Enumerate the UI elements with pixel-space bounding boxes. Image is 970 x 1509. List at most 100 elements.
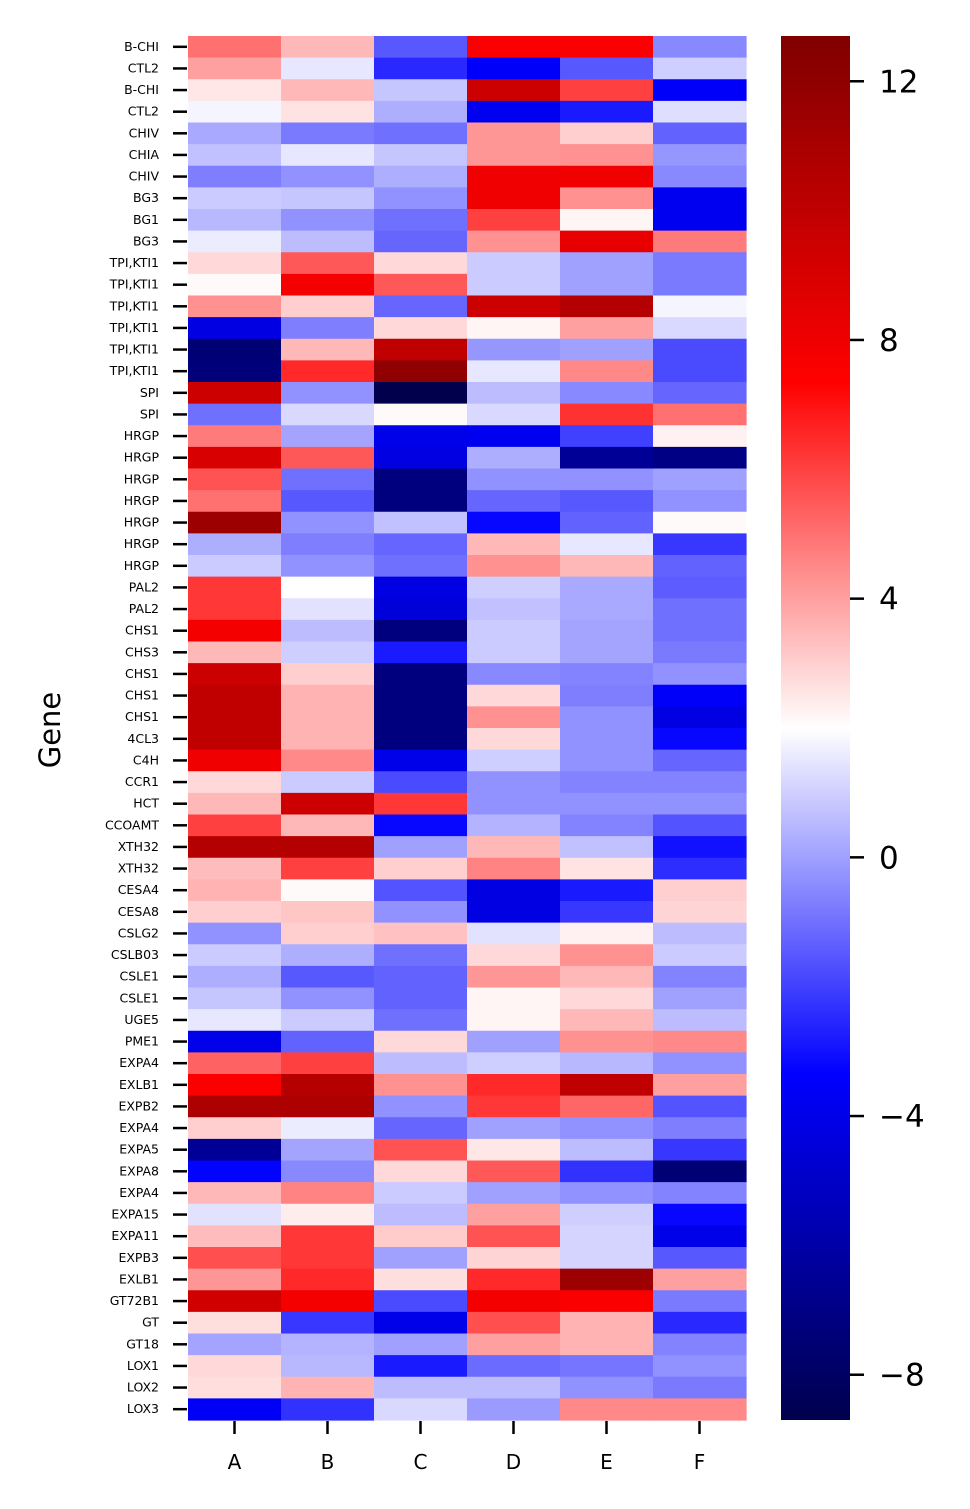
heatmap-cell [560, 165, 654, 188]
row-label: EXPA15 [111, 1207, 159, 1222]
row-label: CHS3 [125, 644, 159, 659]
heatmap-cell [467, 728, 561, 751]
heatmap-cell [467, 814, 561, 837]
row-label: HRGP [124, 428, 160, 443]
heatmap-cell [188, 382, 282, 405]
row-label: HRGP [124, 471, 160, 486]
row-label: C4H [133, 752, 159, 767]
heatmap-cell [653, 987, 747, 1010]
heatmap-cell [188, 1247, 282, 1270]
heatmap-cell [188, 533, 282, 556]
heatmap-cell [374, 728, 468, 751]
heatmap-cell [374, 1009, 468, 1032]
heatmap-cell [281, 598, 375, 621]
heatmap-cell [560, 533, 654, 556]
heatmap-cell [467, 1160, 561, 1183]
heatmap-cell [653, 814, 747, 837]
row-label: GT72B1 [110, 1293, 159, 1308]
heatmap-cell [467, 1182, 561, 1205]
heatmap-cell [467, 555, 561, 578]
heatmap-cell [188, 663, 282, 686]
row-label: LOX1 [127, 1358, 159, 1373]
row-label: HRGP [124, 450, 160, 465]
heatmap-cell [188, 1182, 282, 1205]
heatmap-cell [653, 446, 747, 470]
heatmap-cell [467, 187, 561, 210]
heatmap-cell [560, 187, 654, 210]
heatmap-cell [560, 252, 654, 275]
heatmap-cell [188, 555, 282, 578]
heatmap-cell [281, 273, 375, 297]
row-label: CHIV [129, 125, 160, 140]
heatmap-cell [653, 360, 747, 383]
heatmap-cell [560, 79, 654, 102]
heatmap-cell [281, 1290, 375, 1313]
heatmap-cell [374, 879, 468, 902]
row-label: TPI,KTI1 [109, 320, 159, 335]
heatmap-cell [281, 1030, 375, 1053]
heatmap-cell [560, 36, 654, 59]
heatmap-cell [281, 1009, 375, 1032]
heatmap-cell [188, 836, 282, 859]
heatmap-cell [467, 857, 561, 880]
heatmap-cell [560, 230, 654, 253]
heatmap-cell [467, 57, 561, 80]
heatmap-cell [374, 1203, 468, 1226]
heatmap-cell [281, 382, 375, 405]
heatmap-cell [653, 684, 747, 707]
heatmap-cell [560, 360, 654, 383]
heatmap-cell [281, 555, 375, 578]
heatmap-cell [467, 273, 561, 297]
row-label: GT [142, 1315, 159, 1330]
row-label: HRGP [124, 558, 160, 573]
heatmap-cell [188, 857, 282, 880]
heatmap-cell [653, 1268, 747, 1291]
heatmap-cell [281, 533, 375, 556]
heatmap-cell [653, 1095, 747, 1118]
heatmap-cells [188, 36, 747, 1421]
heatmap-cell [374, 1268, 468, 1291]
heatmap-cell [560, 338, 654, 361]
heatmap-cell [560, 814, 654, 837]
heatmap-cell [188, 987, 282, 1010]
row-label: XTH32 [118, 839, 159, 854]
heatmap-cell [467, 1138, 561, 1162]
heatmap-cell [281, 425, 375, 448]
heatmap-cell [467, 792, 561, 816]
heatmap-cell [374, 987, 468, 1010]
heatmap-cell [653, 1398, 747, 1421]
row-label: HRGP [124, 493, 160, 508]
heatmap-cell [281, 1311, 375, 1335]
heatmap-cell [560, 1311, 654, 1335]
heatmap-cell [281, 295, 375, 318]
heatmap-cell [374, 1138, 468, 1162]
heatmap-cell [188, 295, 282, 318]
heatmap-cell [560, 122, 654, 145]
row-label: CCOAMT [105, 817, 159, 832]
heatmap-cell [374, 252, 468, 275]
heatmap-cell [653, 1355, 747, 1378]
heatmap-cell [188, 209, 282, 232]
heatmap-cell [560, 706, 654, 729]
heatmap-cell [560, 1009, 654, 1032]
heatmap-cell [188, 165, 282, 188]
heatmap-cell [281, 187, 375, 210]
row-label: CHS1 [125, 709, 159, 724]
heatmap-cell [467, 1290, 561, 1313]
heatmap-cell [188, 1203, 282, 1226]
heatmap-cell [560, 1203, 654, 1226]
heatmap-cell [281, 576, 375, 599]
heatmap-cell [560, 728, 654, 751]
heatmap-cell [467, 1398, 561, 1421]
heatmap-cell [560, 555, 654, 578]
row-label: SPI [140, 406, 159, 421]
heatmap-cell [467, 1376, 561, 1399]
heatmap-cell [374, 1355, 468, 1378]
heatmap-cell [560, 987, 654, 1010]
heatmap-cell [281, 641, 375, 664]
heatmap-cell [281, 468, 375, 491]
heatmap-cell [374, 1182, 468, 1205]
heatmap-cell [653, 836, 747, 859]
row-label: TPI,KTI1 [109, 298, 159, 313]
heatmap-cell [374, 922, 468, 945]
